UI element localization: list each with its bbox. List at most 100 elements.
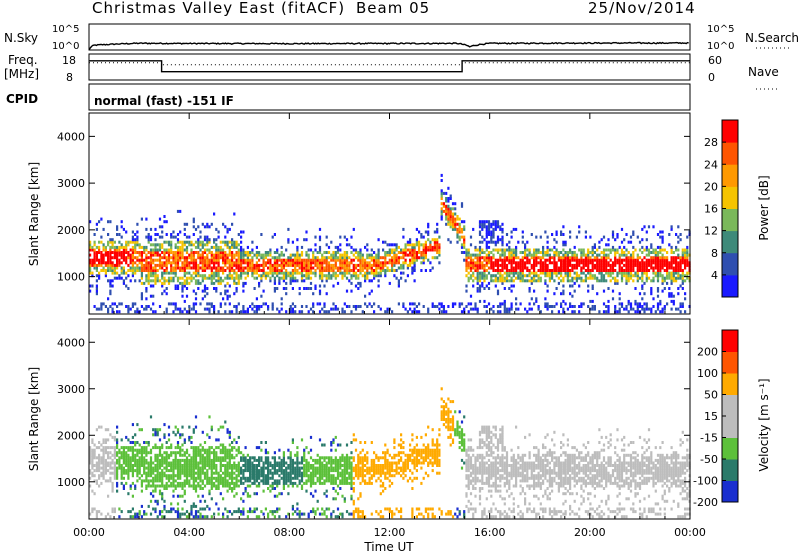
heatmap-cell xyxy=(414,254,416,257)
heatmap-cell xyxy=(184,438,186,441)
beam-label: Beam 05 xyxy=(356,0,430,17)
heatmap-cell xyxy=(643,249,645,252)
heatmap-cell xyxy=(215,287,217,290)
heatmap-cell xyxy=(652,256,654,259)
heatmap-cell xyxy=(127,459,129,462)
heatmap-cell xyxy=(420,254,422,257)
heatmap-cell xyxy=(154,444,156,447)
heatmap-cell xyxy=(285,249,287,252)
heatmap-cell xyxy=(127,454,129,457)
heatmap-cell xyxy=(308,267,310,270)
heatmap-cell xyxy=(202,459,204,462)
heatmap-cell xyxy=(335,246,337,249)
heatmap-cell xyxy=(247,246,249,249)
heatmap-cell xyxy=(499,264,501,267)
heatmap-cell xyxy=(148,272,150,275)
heatmap-cell xyxy=(292,259,294,262)
heatmap-cell xyxy=(195,310,197,313)
noise-left-tick-top: 10^5 xyxy=(52,24,79,35)
heatmap-cell xyxy=(556,287,558,290)
heatmap-cell xyxy=(447,200,449,203)
heatmap-cell xyxy=(359,264,361,267)
heatmap-cell xyxy=(186,479,188,482)
heatmap-cell xyxy=(251,510,253,513)
heatmap-cell xyxy=(181,444,183,447)
heatmap-cell xyxy=(490,308,492,311)
heatmap-cell xyxy=(472,308,474,311)
heatmap-cell xyxy=(524,267,526,270)
heatmap-cell xyxy=(267,459,269,462)
heatmap-cell xyxy=(240,236,242,239)
heatmap-cell xyxy=(103,441,105,444)
heatmap-cell xyxy=(218,274,220,277)
heatmap-cell xyxy=(630,305,632,308)
heatmap-cell xyxy=(154,259,156,262)
heatmap-cell xyxy=(159,236,161,239)
heatmap-cell xyxy=(380,256,382,259)
heatmap-cell xyxy=(596,292,598,295)
heatmap-cell xyxy=(427,231,429,234)
heatmap-cell xyxy=(438,236,440,239)
heatmap-cell xyxy=(495,285,497,288)
heatmap-cell xyxy=(344,236,346,239)
heatmap-cell xyxy=(215,438,217,441)
heatmap-cell xyxy=(263,472,265,475)
heatmap-cell xyxy=(470,302,472,305)
heatmap-cell xyxy=(256,467,258,470)
heatmap-cell xyxy=(175,243,177,246)
heatmap-cell xyxy=(506,308,508,311)
heatmap-cell xyxy=(603,310,605,313)
heatmap-cell xyxy=(94,254,96,257)
heatmap-cell xyxy=(229,285,231,288)
heatmap-cell xyxy=(369,267,371,270)
heatmap-cell xyxy=(459,228,461,231)
heatmap-cell xyxy=(254,264,256,267)
heatmap-cell xyxy=(341,310,343,313)
heatmap-cell xyxy=(206,287,208,290)
heatmap-cell xyxy=(215,477,217,480)
heatmap-cell xyxy=(589,274,591,277)
heatmap-cell xyxy=(202,297,204,300)
heatmap-cell xyxy=(294,305,296,308)
heatmap-cell xyxy=(535,249,537,252)
heatmap-cell xyxy=(172,231,174,234)
heatmap-cell xyxy=(245,272,247,275)
heatmap-cell xyxy=(366,305,368,308)
heatmap-cell xyxy=(274,456,276,459)
heatmap-cell xyxy=(130,241,132,244)
heatmap-cell xyxy=(202,462,204,465)
heatmap-cell xyxy=(427,249,429,252)
heatmap-cell xyxy=(659,256,661,259)
heatmap-cell xyxy=(465,305,467,308)
heatmap-cell xyxy=(639,264,641,267)
heatmap-cell xyxy=(396,249,398,252)
heatmap-cell xyxy=(589,256,591,259)
heatmap-cell xyxy=(199,454,201,457)
heatmap-cell xyxy=(488,302,490,305)
heatmap-cell xyxy=(190,467,192,470)
heatmap-cell xyxy=(292,261,294,264)
heatmap-cell xyxy=(405,254,407,257)
heatmap-cell xyxy=(290,308,292,311)
heatmap-cell xyxy=(637,236,639,239)
heatmap-cell xyxy=(197,272,199,275)
heatmap-cell xyxy=(229,267,231,270)
heatmap-cell xyxy=(299,462,301,465)
heatmap-cell xyxy=(134,246,136,249)
heatmap-cell xyxy=(166,272,168,275)
heatmap-cell xyxy=(141,256,143,259)
heatmap-cell xyxy=(181,495,183,498)
heatmap-cell xyxy=(553,256,555,259)
heatmap-cell xyxy=(168,485,170,488)
heatmap-cell xyxy=(607,274,609,277)
heatmap-cell xyxy=(560,274,562,277)
heatmap-cell xyxy=(193,459,195,462)
heatmap-cell xyxy=(472,228,474,231)
heatmap-cell xyxy=(341,267,343,270)
noise-sky-line xyxy=(89,43,689,50)
heatmap-cell xyxy=(506,279,508,282)
heatmap-cell xyxy=(256,256,258,259)
freq-tick-bottom: 8 xyxy=(66,71,73,84)
heatmap-cell xyxy=(646,305,648,308)
heatmap-cell xyxy=(296,254,298,257)
